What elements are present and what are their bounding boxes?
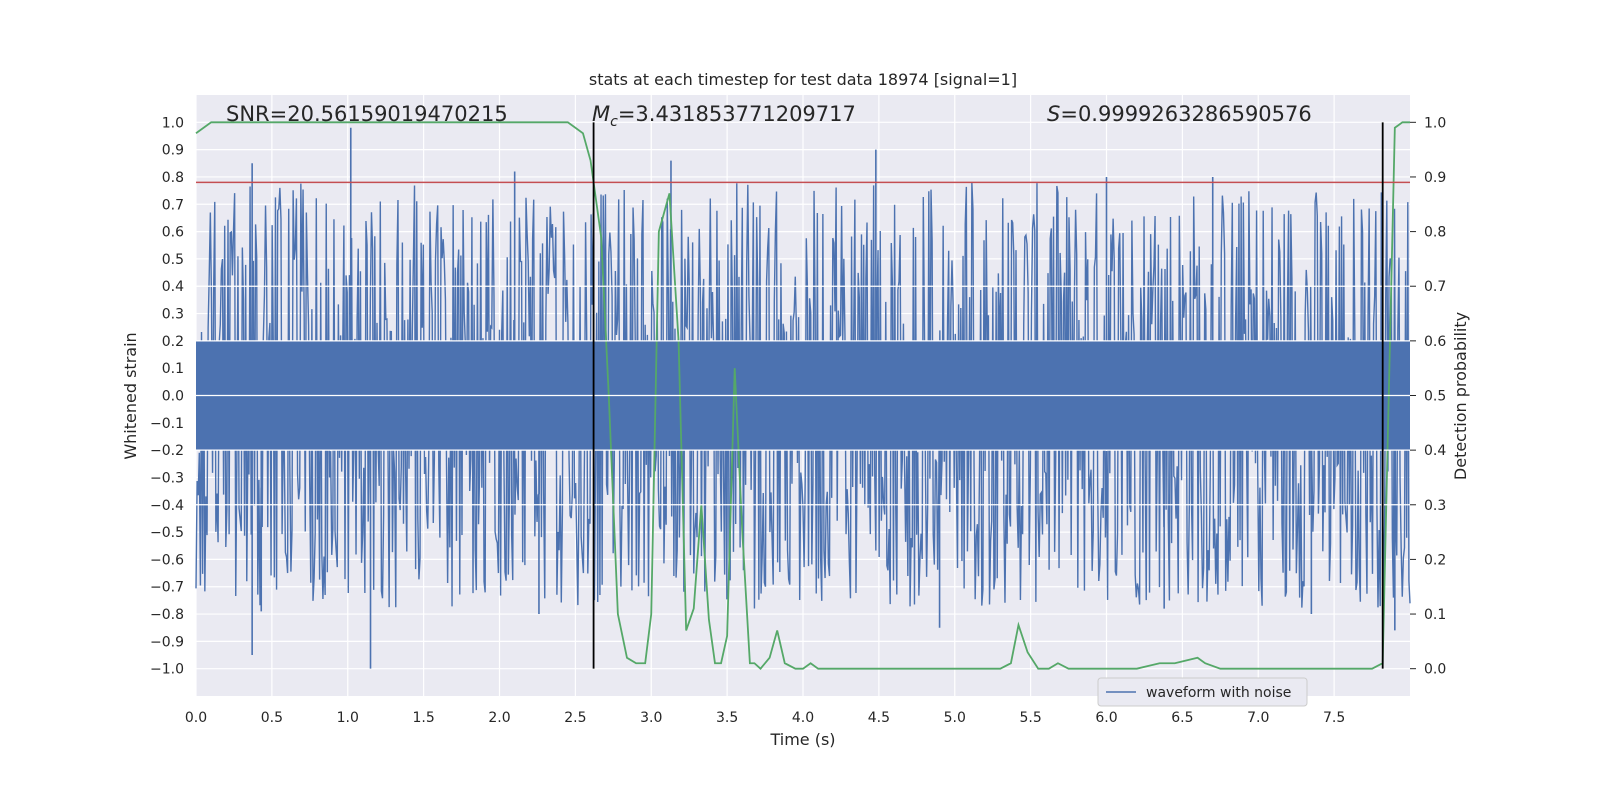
left-y-tick-label: −0.4: [150, 498, 184, 514]
left-y-tick-label: −0.8: [150, 607, 184, 623]
left-y-tick-label: 0.0: [162, 389, 184, 405]
right-y-tick-label: 0.2: [1424, 552, 1446, 568]
legend-box: [1097, 677, 1308, 707]
waveform-line: [195, 182, 1411, 609]
left-y-tick-label: 0.6: [162, 225, 184, 241]
left-y-tick-label: 0.4: [162, 279, 184, 295]
chirp-mass-annotation: Mc=3.431853771209717: [592, 102, 856, 130]
x-tick-label: 0.0: [185, 710, 207, 726]
x-tick-label: 2.5: [564, 710, 586, 726]
x-tick-label: 7.5: [1323, 710, 1345, 726]
x-tick-label: 1.0: [337, 710, 359, 726]
x-tick-label: 7.0: [1247, 710, 1269, 726]
x-tick-label: 5.0: [944, 710, 966, 726]
right-y-tick-label: 0.1: [1424, 607, 1446, 623]
probability-line: [195, 121, 1410, 670]
right-y-tick-label: 0.7: [1424, 279, 1446, 295]
chirp-mass-symbol: M: [592, 102, 610, 126]
left-y-axis-label: Whitened strain: [121, 332, 140, 459]
right-y-axis-label: Detection probability: [1451, 312, 1470, 480]
left-y-tick-label: −0.2: [150, 443, 184, 459]
x-axis-ticks: 0.0 0.5 1.0 1.5 2.0 2.5 3.0 3.5 4.0 4.5 5.0 5.5 6.0 6…: [185, 710, 1345, 726]
left-y-tick-label: 1.0: [162, 115, 184, 131]
statistic-annotation: S=0.9999263286590576: [1047, 102, 1312, 126]
left-y-axis-ticks: 1.0 0.9 0.8 0.7 0.6 0.5 0.4 0.3 0.2 0.1 0.0 −0.1 −0.…: [150, 115, 184, 677]
left-y-tick-label: −0.9: [150, 634, 184, 650]
left-y-tick-label: −0.1: [150, 416, 184, 432]
x-axis-label: Time (s): [769, 730, 835, 749]
probability-series: [195, 121, 1410, 670]
legend-label: waveform with noise: [1146, 685, 1291, 701]
right-y-tick-label: 0.0: [1424, 662, 1446, 678]
left-y-tick-label: 0.7: [162, 197, 184, 213]
right-y-tick-label: 1.0: [1424, 115, 1446, 131]
left-y-tick-label: −1.0: [150, 662, 184, 678]
right-y-tick-label: 0.3: [1424, 498, 1446, 514]
right-y-tick-label: 0.9: [1424, 170, 1446, 186]
reference-lines: [196, 122, 1410, 669]
left-y-tick-label: 0.1: [162, 361, 184, 377]
x-tick-label: 6.0: [1095, 710, 1117, 726]
x-tick-label: 4.5: [868, 710, 890, 726]
left-y-tick-label: 0.8: [162, 170, 184, 186]
left-y-tick-label: −0.6: [150, 552, 184, 568]
left-y-tick-label: −0.5: [150, 525, 184, 541]
x-tick-label: 3.5: [716, 710, 738, 726]
left-y-tick-label: −0.7: [150, 580, 184, 596]
statistic-value: =0.9999263286590576: [1060, 102, 1311, 126]
right-y-tick-label: 0.6: [1424, 334, 1446, 350]
x-tick-label: 5.5: [1019, 710, 1041, 726]
right-y-tick-label: 0.5: [1424, 389, 1446, 405]
chirp-mass-subscript: c: [610, 114, 618, 130]
left-y-tick-label: 0.5: [162, 252, 184, 268]
x-tick-label: 6.5: [1171, 710, 1193, 726]
x-tick-label: 0.5: [261, 710, 283, 726]
snr-annotation: SNR=20.56159019470215: [226, 102, 508, 126]
chart-title: stats at each timestep for test data 189…: [589, 70, 1017, 89]
right-y-axis-ticks: 1.0 0.9 0.8 0.7 0.6 0.5 0.4 0.3 0.2 0.1 0.0: [1410, 115, 1446, 678]
statistic-symbol: S: [1047, 102, 1060, 126]
right-y-tick-label: 0.4: [1424, 443, 1446, 459]
chirp-mass-value: =3.431853771209717: [618, 102, 856, 126]
left-y-tick-label: 0.9: [162, 143, 184, 159]
legend: waveform with noise: [1097, 677, 1308, 707]
x-tick-label: 3.0: [640, 710, 662, 726]
right-y-tick-label: 0.8: [1424, 225, 1446, 241]
x-tick-label: 1.5: [412, 710, 434, 726]
x-tick-label: 2.0: [488, 710, 510, 726]
left-y-tick-label: −0.3: [150, 470, 184, 486]
x-tick-label: 4.0: [792, 710, 814, 726]
left-y-tick-label: 0.2: [162, 334, 184, 350]
left-y-tick-label: 0.3: [162, 307, 184, 323]
